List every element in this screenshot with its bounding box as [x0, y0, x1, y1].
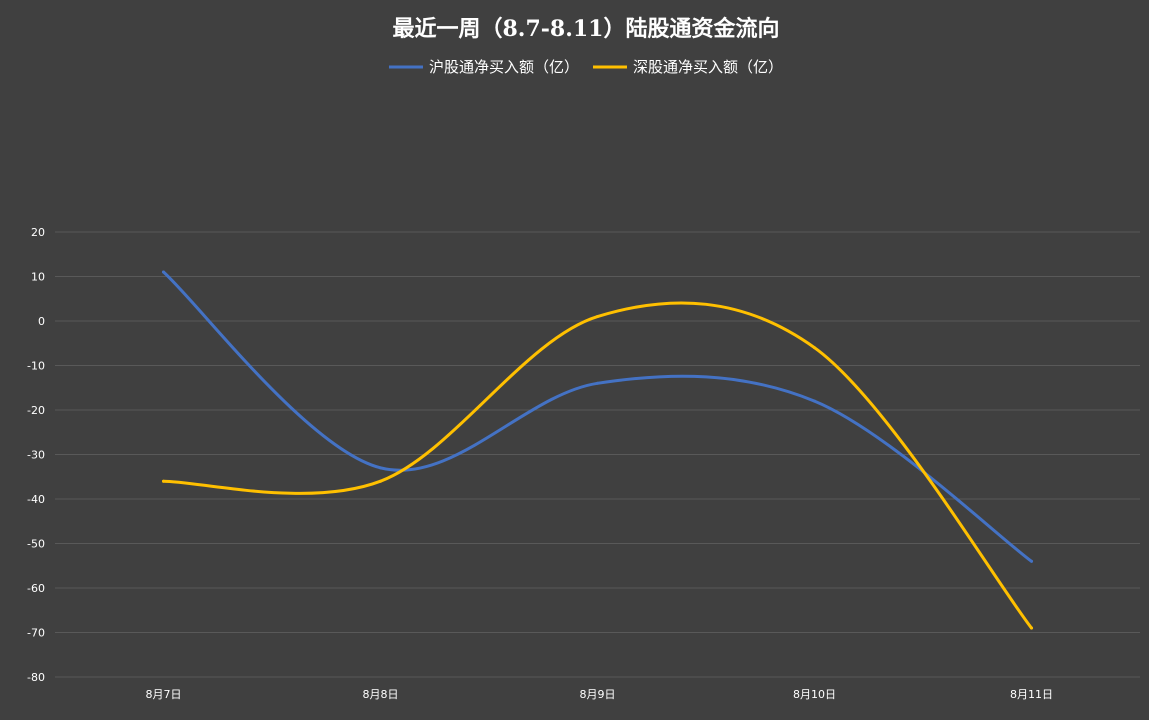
- data-point: [162, 270, 165, 274]
- y-tick-label: -30: [27, 449, 45, 462]
- x-axis: 8月7日 8月8日 8月9日 8月10日 8月11日: [146, 688, 1054, 701]
- y-tick-label: 10: [31, 271, 45, 284]
- gridlines: [55, 231, 1140, 678]
- y-tick-label: -60: [27, 582, 45, 595]
- x-tick-label: 8月9日: [580, 688, 616, 701]
- y-tick-label: -70: [27, 627, 45, 640]
- y-tick-label: 20: [31, 226, 45, 239]
- data-point: [379, 479, 382, 483]
- data-point: [813, 399, 816, 403]
- legend-label: 沪股通净买入额（亿）: [429, 58, 579, 76]
- y-axis: 20 10 0 -10 -20 -30 -40 -50 -60 -70 -80: [27, 226, 45, 684]
- y-tick-label: -10: [27, 360, 45, 373]
- y-tick-label: 0: [38, 315, 45, 328]
- series-line-2: [162, 301, 1033, 630]
- x-tick-label: 8月8日: [363, 688, 399, 701]
- data-point: [1030, 559, 1033, 563]
- data-point: [1030, 626, 1033, 630]
- legend: 沪股通净买入额（亿） 深股通净买入额（亿）: [388, 58, 783, 76]
- legend-item-2: 深股通净买入额（亿）: [593, 58, 783, 76]
- data-point: [813, 346, 816, 350]
- data-point: [596, 381, 599, 385]
- legend-label: 深股通净买入额（亿）: [633, 58, 783, 76]
- series-group: [162, 270, 1033, 630]
- y-tick-label: -80: [27, 671, 45, 684]
- x-tick-label: 8月11日: [1010, 688, 1053, 701]
- y-tick-label: -50: [27, 538, 45, 551]
- x-tick-label: 8月7日: [146, 688, 182, 701]
- y-tick-label: -40: [27, 493, 45, 506]
- y-tick-label: -20: [27, 404, 45, 417]
- legend-item-1: 沪股通净买入额（亿）: [388, 58, 579, 76]
- chart-title: 最近一周（8.7-8.11）陆股通资金流向: [393, 16, 780, 42]
- data-point: [379, 466, 382, 470]
- data-point: [162, 479, 165, 483]
- x-tick-label: 8月10日: [793, 688, 836, 701]
- data-point: [596, 315, 599, 319]
- series-line-1: [162, 270, 1033, 563]
